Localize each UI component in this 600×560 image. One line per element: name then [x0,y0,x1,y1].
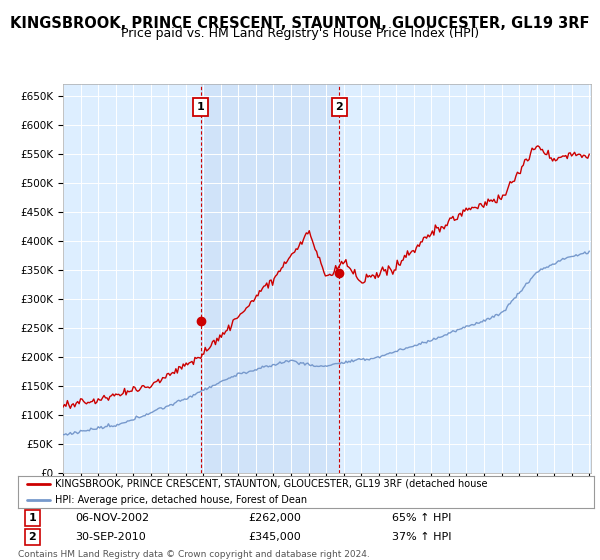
Text: 2: 2 [335,102,343,112]
Text: Contains HM Land Registry data © Crown copyright and database right 2024.
This d: Contains HM Land Registry data © Crown c… [18,550,370,560]
Text: Price paid vs. HM Land Registry's House Price Index (HPI): Price paid vs. HM Land Registry's House … [121,27,479,40]
Text: 1: 1 [197,102,205,112]
Text: 1: 1 [29,513,36,523]
Text: £262,000: £262,000 [248,513,301,523]
Text: 2: 2 [29,532,36,542]
Text: 06-NOV-2002: 06-NOV-2002 [76,513,150,523]
Text: KINGSBROOK, PRINCE CRESCENT, STAUNTON, GLOUCESTER, GL19 3RF (detached house: KINGSBROOK, PRINCE CRESCENT, STAUNTON, G… [55,479,488,489]
Text: £345,000: £345,000 [248,532,301,542]
Bar [201,84,339,473]
Text: 37% ↑ HPI: 37% ↑ HPI [392,532,452,542]
Text: KINGSBROOK, PRINCE CRESCENT, STAUNTON, GLOUCESTER, GL19 3RF: KINGSBROOK, PRINCE CRESCENT, STAUNTON, G… [10,16,590,31]
Text: 30-SEP-2010: 30-SEP-2010 [76,532,146,542]
Text: 65% ↑ HPI: 65% ↑ HPI [392,513,452,523]
Text: HPI: Average price, detached house, Forest of Dean: HPI: Average price, detached house, Fore… [55,495,308,505]
